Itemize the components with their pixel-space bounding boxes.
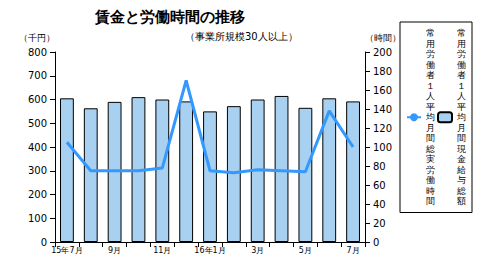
- svg-text:（事業所規模30人以上）: （事業所規模30人以上）: [185, 31, 298, 42]
- svg-text:働: 働: [426, 60, 435, 70]
- svg-text:者: 者: [426, 70, 435, 80]
- svg-text:160: 160: [373, 85, 392, 96]
- svg-text:時: 時: [426, 186, 435, 196]
- svg-text:（千円）: （千円）: [19, 33, 55, 43]
- svg-text:平: 平: [457, 102, 466, 112]
- svg-text:金: 金: [457, 154, 466, 164]
- svg-text:間: 間: [457, 133, 466, 143]
- svg-text:働: 働: [457, 60, 466, 70]
- svg-text:平: 平: [426, 102, 435, 112]
- svg-text:3月: 3月: [251, 246, 264, 255]
- svg-text:常: 常: [457, 28, 466, 38]
- svg-text:月: 月: [426, 123, 435, 133]
- svg-text:800: 800: [28, 47, 47, 58]
- svg-text:額: 額: [457, 196, 466, 206]
- svg-text:者: 者: [457, 70, 466, 80]
- svg-text:140: 140: [373, 104, 392, 115]
- svg-text:5月: 5月: [299, 246, 312, 255]
- svg-text:100: 100: [28, 213, 47, 224]
- svg-text:与: 与: [457, 175, 466, 185]
- svg-text:労: 労: [426, 165, 435, 175]
- svg-text:300: 300: [28, 165, 47, 176]
- svg-text:700: 700: [28, 70, 47, 81]
- svg-text:用: 用: [426, 39, 435, 49]
- svg-text:給: 給: [456, 165, 466, 175]
- svg-text:労: 労: [426, 49, 435, 59]
- svg-text:用: 用: [457, 39, 466, 49]
- svg-text:100: 100: [373, 142, 392, 153]
- svg-text:7月: 7月: [347, 246, 360, 255]
- svg-text:実: 実: [426, 154, 435, 164]
- svg-text:0: 0: [41, 237, 47, 248]
- svg-text:総: 総: [425, 144, 435, 154]
- svg-text:400: 400: [28, 142, 47, 153]
- svg-text:9月: 9月: [108, 246, 121, 255]
- svg-text:120: 120: [373, 123, 392, 134]
- svg-text:60: 60: [373, 180, 386, 191]
- svg-text:常: 常: [426, 28, 435, 38]
- svg-text:働: 働: [426, 175, 435, 185]
- svg-text:16年1月: 16年1月: [194, 246, 225, 255]
- svg-text:180: 180: [373, 66, 392, 77]
- svg-text:均: 均: [456, 112, 466, 122]
- svg-text:80: 80: [373, 161, 386, 172]
- svg-text:月: 月: [457, 123, 466, 133]
- svg-text:0: 0: [373, 237, 379, 248]
- svg-text:賃金と労働時間の推移: 賃金と労働時間の推移: [94, 8, 245, 26]
- svg-text:人: 人: [457, 91, 466, 101]
- svg-text:15年7月: 15年7月: [51, 246, 82, 255]
- svg-text:200: 200: [28, 189, 47, 200]
- svg-text:人: 人: [426, 91, 435, 101]
- svg-text:200: 200: [373, 47, 392, 58]
- svg-text:間: 間: [426, 196, 435, 206]
- svg-text:（時間）: （時間）: [365, 33, 401, 43]
- svg-text:総: 総: [456, 186, 466, 196]
- svg-text:均: 均: [425, 112, 435, 122]
- svg-text:600: 600: [28, 94, 47, 105]
- svg-text:１: １: [426, 81, 435, 91]
- svg-text:間: 間: [426, 133, 435, 143]
- svg-text:現: 現: [457, 144, 466, 154]
- svg-text:労: 労: [457, 49, 466, 59]
- svg-text:500: 500: [28, 118, 47, 129]
- svg-text:１: １: [457, 81, 466, 91]
- svg-text:40: 40: [373, 199, 386, 210]
- svg-text:11月: 11月: [153, 246, 171, 255]
- svg-text:20: 20: [373, 218, 386, 229]
